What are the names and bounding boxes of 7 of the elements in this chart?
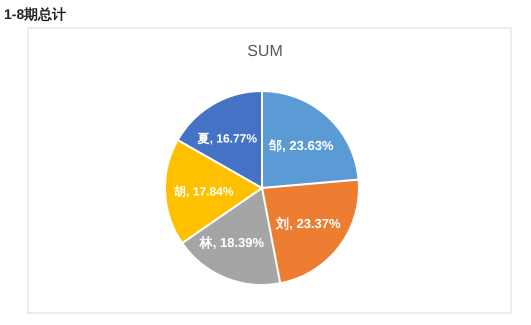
text: 1-8期总计 bbox=[4, 6, 66, 22]
slice-label: 邹, 23.63% bbox=[268, 138, 334, 154]
slice-label: 夏, 16.77% bbox=[196, 132, 258, 146]
chart-subtitle: SUM bbox=[247, 43, 283, 60]
slice-label: 刘, 23.37% bbox=[275, 216, 341, 232]
slice-label: 胡, 17.84% bbox=[173, 184, 234, 199]
slice-label: 林, 18.39% bbox=[198, 234, 265, 250]
